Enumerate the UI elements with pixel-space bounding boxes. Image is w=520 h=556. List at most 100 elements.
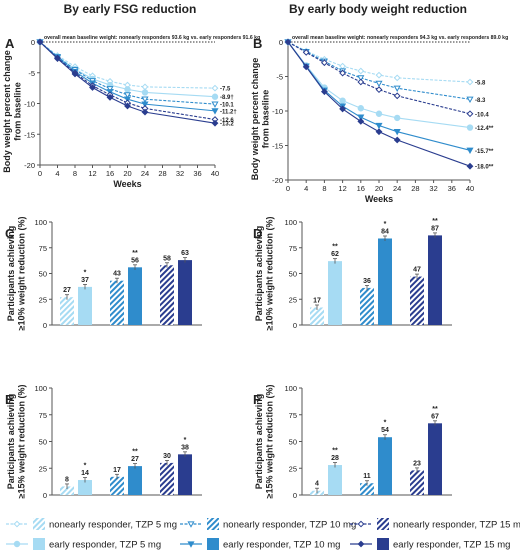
panel-letter: F	[253, 392, 261, 407]
bar-value-label: 4	[315, 481, 319, 488]
data-point	[466, 78, 474, 86]
x-tick-label: 36	[448, 184, 456, 193]
x-tick-label: 28	[411, 184, 419, 193]
x-tick-label: 36	[193, 169, 201, 178]
x-tick-label: 32	[176, 169, 184, 178]
panel-C: C 0 25 50 75 100 Participants achieving≥10% we…	[5, 217, 202, 331]
bar-value-label: 28	[331, 455, 339, 462]
end-value-label: -5.8	[475, 81, 486, 87]
bar-value-label: 23	[413, 460, 421, 467]
data-point	[141, 83, 149, 91]
series-line	[287, 41, 471, 115]
data-point	[141, 89, 149, 96]
x-tick-label: 24	[393, 184, 401, 193]
data-point	[124, 102, 131, 110]
data-point	[466, 110, 474, 118]
bar-value-label: 17	[113, 467, 121, 474]
significance-marker: **	[432, 406, 438, 413]
bar-value-label: 47	[413, 267, 421, 274]
x-tick-label: 8	[73, 169, 77, 178]
panel-F: F 0 25 50 75 100 Participants achieving≥15% we…	[253, 384, 452, 500]
y-axis-label: Participants achieving≥15% weight reduct…	[6, 385, 27, 499]
legend-label: nonearly responder, TZP 10 mg	[223, 520, 356, 531]
panel-letter: A	[5, 36, 15, 51]
x-tick-label: 0	[38, 169, 42, 178]
panel-E: E 0 25 50 75 100 Participants achieving≥15% we…	[5, 384, 202, 500]
y-tick-label: 50	[289, 270, 297, 279]
y-axis-label: Participants achieving≥15% weight reduct…	[254, 385, 275, 499]
series-nonearly-15mg: -12.6	[36, 38, 234, 124]
significance-marker: **	[432, 218, 438, 225]
data-point	[211, 93, 219, 100]
data-point	[89, 84, 96, 91]
x-tick-label: 12	[338, 184, 346, 193]
svg-text:Participants achieving≥10% wei: Participants achieving≥10% weight reduct…	[254, 217, 275, 331]
header-right: By early body weight reduction	[289, 2, 467, 16]
legend-label: nonearly responder, TZP 15 mg	[393, 520, 520, 531]
y-axis-label: Body weight percent changefrom baseline	[2, 50, 23, 173]
legend-item-nonearly-5mg: nonearly responder, TZP 5 mg	[6, 518, 177, 531]
panel-letter: B	[253, 36, 262, 51]
data-point	[394, 114, 401, 122]
data-point	[466, 162, 474, 170]
legend-marker	[357, 520, 365, 528]
y-tick-label: 0	[43, 491, 47, 500]
legend: nonearly responder, TZP 5 mg nonearly res…	[6, 518, 520, 551]
y-tick-label: 75	[289, 411, 297, 420]
bar-nonearly-15mg	[410, 470, 424, 495]
y-tick-label: 0	[43, 321, 47, 330]
end-value-label: -7.5	[220, 87, 231, 93]
bar-value-label: 43	[113, 271, 121, 278]
y-tick-label: 0	[31, 38, 35, 47]
bar-value-label: 67	[431, 413, 439, 420]
data-point	[339, 105, 347, 113]
y-tick-label: 50	[39, 438, 47, 447]
y-tick-label: 100	[284, 218, 297, 227]
bar-nonearly-15mg	[410, 276, 424, 325]
data-point	[339, 62, 347, 70]
x-tick-label: 20	[375, 184, 383, 193]
data-point	[211, 84, 219, 92]
y-tick-label: 100	[34, 384, 47, 393]
bar-value-label: 84	[381, 228, 389, 235]
x-tick-label: 24	[141, 169, 149, 178]
x-tick-label: 16	[357, 184, 365, 193]
series-early-5mg: -12.4**	[284, 38, 494, 132]
data-point	[141, 96, 149, 103]
bar-nonearly-10mg	[110, 280, 124, 325]
legend-item-early-5mg: early responder, TZP 5 mg	[6, 538, 161, 551]
bar-early-5mg	[78, 286, 92, 325]
bar-value-label: 11	[363, 473, 371, 480]
data-point	[141, 101, 149, 108]
svg-text:Body weight percent changefrom: Body weight percent changefrom baseline	[2, 50, 23, 173]
x-tick-label: 28	[158, 169, 166, 178]
y-tick-label: -10	[24, 100, 35, 109]
data-point	[375, 128, 383, 136]
data-point	[393, 129, 401, 136]
y-tick-label: 75	[289, 244, 297, 253]
data-point	[466, 147, 474, 155]
data-point	[320, 59, 328, 67]
end-value-label: -13.2	[220, 122, 234, 128]
y-axis-label: Participants achieving≥10% weight reduct…	[254, 217, 275, 331]
bar-value-label: 8	[65, 476, 69, 483]
y-tick-label: 25	[289, 464, 297, 473]
bar-value-label: 54	[381, 427, 389, 434]
legend-swatch	[33, 538, 45, 550]
x-tick-label: 4	[304, 184, 308, 193]
header-left: By early FSG reduction	[64, 2, 197, 16]
y-tick-label: -20	[272, 176, 283, 185]
x-axis-label: Weeks	[113, 179, 141, 189]
svg-text:Participants achieving≥10% wei: Participants achieving≥10% weight reduct…	[6, 217, 27, 331]
legend-marker	[13, 540, 21, 548]
end-value-label: -15.7**	[475, 149, 494, 155]
panel-letter: E	[5, 392, 14, 407]
bar-value-label: 27	[131, 456, 139, 463]
bar-early-15mg	[428, 235, 442, 325]
data-point	[357, 67, 365, 75]
legend-swatch	[377, 538, 389, 550]
bar-nonearly-15mg	[160, 462, 174, 495]
y-axis-label: Body weight percent changefrom baseline	[250, 58, 271, 181]
